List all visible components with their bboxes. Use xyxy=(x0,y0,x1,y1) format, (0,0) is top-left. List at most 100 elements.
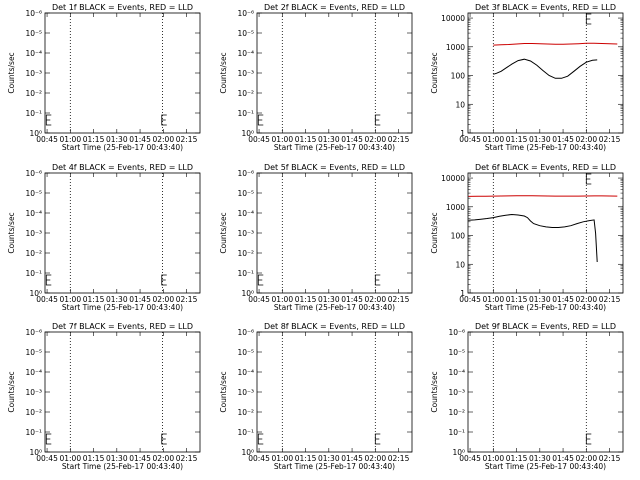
y-tick-label: 10⁻³ xyxy=(237,229,254,238)
y-tick-label: 10⁻¹ xyxy=(237,109,254,118)
x-tick-label: 00:45 xyxy=(248,135,270,144)
y-tick-label: 10⁻⁴ xyxy=(25,49,42,58)
x-tick-label: 01:00 xyxy=(59,454,81,463)
x-tick-label: 02:15 xyxy=(176,295,198,304)
x-axis-label: Start Time (25-Feb-17 00:43:40) xyxy=(62,462,183,471)
series-events-line xyxy=(493,58,598,79)
x-tick-label: 01:15 xyxy=(506,295,528,304)
e-marker xyxy=(374,114,381,126)
y-axis-label: Counts/sec xyxy=(219,212,228,253)
x-tick-label: 01:15 xyxy=(83,454,105,463)
y-tick-label: 10⁻⁶ xyxy=(448,328,465,337)
y-tick-label: 10⁻⁶ xyxy=(237,169,254,178)
x-tick-label: 01:15 xyxy=(506,135,528,144)
y-axis-label: Counts/sec xyxy=(219,371,228,412)
x-axis-label: Start Time (25-Feb-17 00:43:40) xyxy=(274,143,395,152)
y-tick-label: 10⁻² xyxy=(25,89,42,98)
x-tick-label: 01:30 xyxy=(529,295,551,304)
y-tick-label: 1 xyxy=(460,129,465,138)
y-tick-label: 10⁰ xyxy=(29,289,42,298)
x-tick-label: 01:00 xyxy=(482,454,504,463)
x-tick-label: 01:15 xyxy=(295,135,317,144)
series-lld-line xyxy=(468,195,618,197)
x-tick-label: 01:45 xyxy=(552,454,574,463)
y-tick-label: 10⁻² xyxy=(25,408,42,417)
y-tick-label: 10⁻⁶ xyxy=(237,328,254,337)
x-tick-label: 02:00 xyxy=(364,135,386,144)
x-tick-label: 01:00 xyxy=(271,454,293,463)
y-axis-label: Counts/sec xyxy=(430,52,439,93)
x-tick-label: 01:45 xyxy=(129,135,151,144)
e-marker xyxy=(257,114,264,126)
x-axis-label: Start Time (25-Feb-17 00:43:40) xyxy=(62,143,183,152)
y-tick-label: 10⁻⁵ xyxy=(237,348,254,357)
x-tick-label: 00:45 xyxy=(248,454,270,463)
y-tick-label: 10⁻⁵ xyxy=(25,29,42,38)
y-tick-label: 10⁻³ xyxy=(448,388,465,397)
e-marker xyxy=(45,433,52,445)
y-tick-label: 10⁻⁶ xyxy=(25,169,42,178)
y-tick-label: 10⁻⁵ xyxy=(25,189,42,198)
x-tick-label: 01:45 xyxy=(341,135,363,144)
y-tick-label: 100 xyxy=(451,232,466,241)
x-tick-label: 01:15 xyxy=(83,135,105,144)
x-tick-label: 02:15 xyxy=(176,454,198,463)
y-axis-label: Counts/sec xyxy=(7,212,16,253)
plot-title: Det 1f BLACK = Events, RED = LLD xyxy=(52,3,193,12)
x-tick-label: 02:00 xyxy=(575,454,597,463)
x-tick-label: 02:00 xyxy=(575,295,597,304)
e-marker xyxy=(45,114,52,126)
y-axis-label: Counts/sec xyxy=(430,371,439,412)
x-tick-label: 01:00 xyxy=(59,135,81,144)
y-tick-label: 10⁻³ xyxy=(237,388,254,397)
x-tick-label: 02:00 xyxy=(152,135,174,144)
plot-title: Det 6f BLACK = Events, RED = LLD xyxy=(475,163,616,172)
x-tick-label: 00:45 xyxy=(248,295,270,304)
y-tick-label: 10⁻³ xyxy=(25,388,42,397)
y-tick-label: 1000 xyxy=(446,43,465,52)
y-tick-label: 10⁰ xyxy=(29,129,42,138)
e-marker xyxy=(161,433,167,445)
x-tick-label: 01:15 xyxy=(295,295,317,304)
x-tick-label: 01:15 xyxy=(506,454,528,463)
y-tick-label: 10⁻¹ xyxy=(25,109,42,118)
y-tick-label: 10⁰ xyxy=(241,129,254,138)
y-tick-label: 10⁻⁵ xyxy=(237,189,254,198)
y-tick-label: 10⁻⁵ xyxy=(237,29,254,38)
plot-det-2: Det 2f BLACK = Events, RED = LLD 00:45 01:… xyxy=(219,3,413,152)
y-tick-label: 10⁰ xyxy=(241,448,254,457)
plot-title: Det 7f BLACK = Events, RED = LLD xyxy=(52,322,193,331)
y-tick-label: 10 xyxy=(455,260,465,269)
series-lld-line xyxy=(493,42,618,46)
e-marker xyxy=(257,433,264,445)
y-tick-label: 10⁻⁵ xyxy=(448,348,465,357)
x-tick-label: 01:45 xyxy=(341,454,363,463)
plot-frame xyxy=(44,12,201,134)
x-tick-label: 02:15 xyxy=(176,135,198,144)
x-tick-label: 01:00 xyxy=(271,295,293,304)
x-tick-label: 02:15 xyxy=(388,295,410,304)
y-tick-label: 100 xyxy=(451,72,466,81)
x-tick-label: 01:30 xyxy=(529,454,551,463)
y-axis-label: Counts/sec xyxy=(7,371,16,412)
x-tick-label: 01:30 xyxy=(106,295,128,304)
x-tick-label: 02:15 xyxy=(599,135,621,144)
y-tick-label: 10⁻⁴ xyxy=(237,368,254,377)
y-tick-label: 10⁻¹ xyxy=(237,269,254,278)
plot-title: Det 3f BLACK = Events, RED = LLD xyxy=(475,3,616,12)
y-tick-label: 1 xyxy=(460,289,465,298)
x-tick-label: 01:15 xyxy=(295,454,317,463)
e-marker xyxy=(374,433,381,445)
x-axis-label: Start Time (25-Feb-17 00:43:40) xyxy=(485,143,606,152)
x-tick-label: 01:30 xyxy=(529,135,551,144)
y-tick-label: 10⁻⁴ xyxy=(237,209,254,218)
y-tick-label: 10 xyxy=(455,100,465,109)
y-tick-label: 10⁻² xyxy=(237,249,254,258)
plot-title: Det 2f BLACK = Events, RED = LLD xyxy=(264,3,405,12)
x-tick-label: 01:30 xyxy=(318,454,340,463)
